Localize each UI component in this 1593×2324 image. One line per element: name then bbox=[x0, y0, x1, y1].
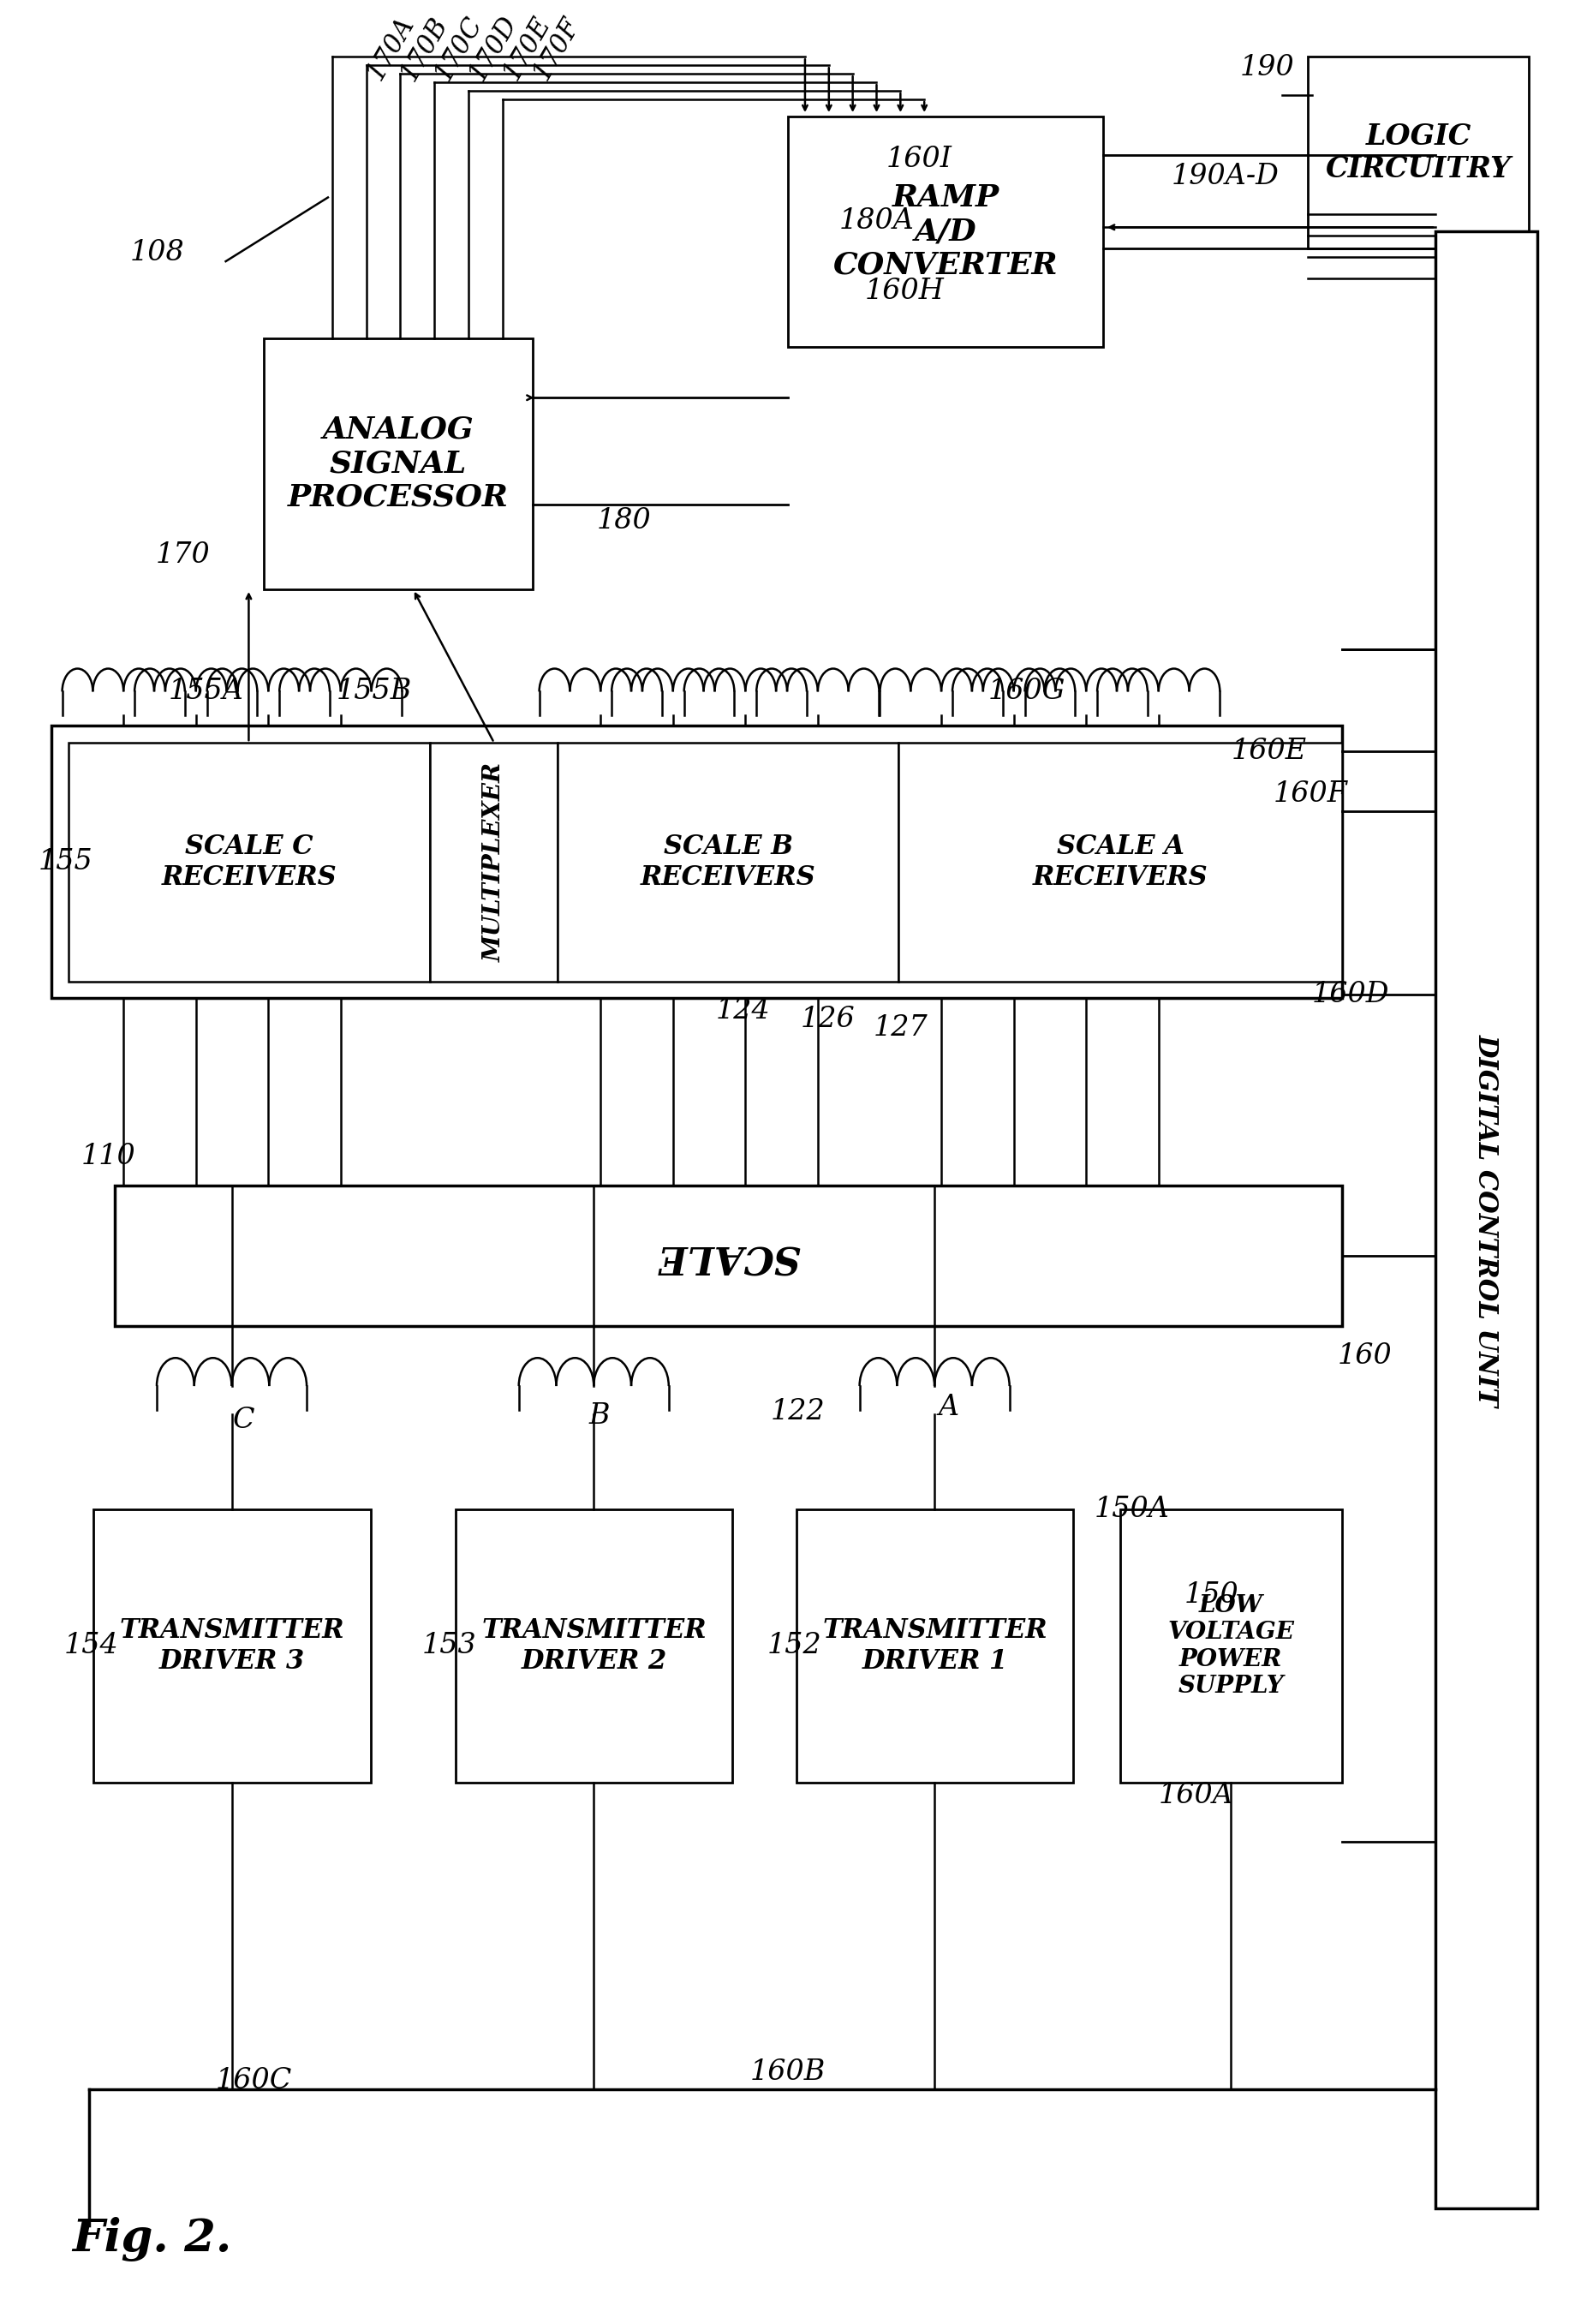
Text: 170F: 170F bbox=[529, 12, 585, 84]
Text: SCALE A
RECEIVERS: SCALE A RECEIVERS bbox=[1032, 834, 1207, 890]
Text: LOW
VOLTAGE
POWER
SUPPLY: LOW VOLTAGE POWER SUPPLY bbox=[1168, 1594, 1294, 1697]
Text: 154: 154 bbox=[64, 1631, 118, 1659]
Text: SCALE C
RECEIVERS: SCALE C RECEIVERS bbox=[161, 834, 336, 890]
Text: 122: 122 bbox=[771, 1399, 825, 1425]
Text: 170C: 170C bbox=[430, 12, 487, 86]
Text: 160C: 160C bbox=[215, 2066, 292, 2094]
Bar bbox=[558, 744, 898, 981]
Text: TRANSMITTER
DRIVER 1: TRANSMITTER DRIVER 1 bbox=[822, 1618, 1047, 1676]
Text: 150A: 150A bbox=[1094, 1497, 1169, 1522]
Bar bbox=[1435, 232, 1537, 2208]
Text: ANALOG
SIGNAL
PROCESSOR: ANALOG SIGNAL PROCESSOR bbox=[288, 416, 508, 511]
Text: 170A: 170A bbox=[362, 12, 419, 84]
Text: LOGIC
CIRCUITRY: LOGIC CIRCUITRY bbox=[1325, 123, 1512, 184]
Text: TRANSMITTER
DRIVER 3: TRANSMITTER DRIVER 3 bbox=[119, 1618, 344, 1676]
Text: 160F: 160F bbox=[1273, 781, 1348, 806]
Text: 155B: 155B bbox=[336, 679, 413, 706]
Text: 155: 155 bbox=[38, 848, 92, 876]
Text: 160G: 160G bbox=[988, 679, 1066, 706]
Text: 160: 160 bbox=[1338, 1343, 1392, 1369]
Text: TRANSMITTER
DRIVER 2: TRANSMITTER DRIVER 2 bbox=[481, 1618, 707, 1676]
Text: 170E: 170E bbox=[499, 12, 556, 84]
Text: 180: 180 bbox=[596, 507, 652, 535]
Bar bbox=[789, 116, 1104, 346]
Text: 170D: 170D bbox=[464, 12, 523, 86]
Bar bbox=[51, 725, 1341, 999]
Text: DIGITAL CONTROL UNIT: DIGITAL CONTROL UNIT bbox=[1474, 1034, 1501, 1406]
Text: 124: 124 bbox=[715, 997, 769, 1025]
Text: 160D: 160D bbox=[1313, 981, 1389, 1009]
Bar bbox=[898, 744, 1341, 981]
Bar bbox=[68, 744, 430, 981]
Text: 170B: 170B bbox=[397, 12, 454, 84]
Text: 150: 150 bbox=[1184, 1580, 1239, 1608]
Text: 190A-D: 190A-D bbox=[1171, 163, 1279, 191]
Bar bbox=[430, 744, 558, 981]
Bar bbox=[1308, 56, 1529, 249]
Bar bbox=[94, 1511, 371, 1783]
Text: B: B bbox=[589, 1401, 610, 1429]
Text: 170: 170 bbox=[156, 541, 210, 569]
Text: 160I: 160I bbox=[886, 146, 951, 172]
Bar bbox=[115, 1185, 1341, 1327]
Text: A: A bbox=[938, 1394, 959, 1420]
Bar bbox=[264, 337, 532, 590]
Text: Fig. 2.: Fig. 2. bbox=[72, 2217, 233, 2261]
Text: SCALE B
RECEIVERS: SCALE B RECEIVERS bbox=[640, 834, 816, 890]
Text: 126: 126 bbox=[801, 1006, 855, 1034]
Text: 155A: 155A bbox=[169, 679, 244, 706]
Text: RAMP
A/D
CONVERTER: RAMP A/D CONVERTER bbox=[833, 184, 1058, 279]
Bar bbox=[456, 1511, 733, 1783]
Text: 160H: 160H bbox=[865, 277, 945, 304]
Bar bbox=[1120, 1511, 1341, 1783]
Text: 108: 108 bbox=[131, 239, 185, 267]
Text: 153: 153 bbox=[422, 1631, 476, 1659]
Text: 180A: 180A bbox=[840, 207, 914, 235]
Text: 160B: 160B bbox=[750, 2059, 825, 2085]
Text: MULTIPLEXER: MULTIPLEXER bbox=[483, 762, 505, 962]
Text: 190: 190 bbox=[1239, 53, 1294, 81]
Text: 127: 127 bbox=[873, 1016, 927, 1041]
Text: SCALE: SCALE bbox=[656, 1239, 800, 1274]
Text: 160E: 160E bbox=[1231, 737, 1306, 765]
Text: 152: 152 bbox=[766, 1631, 822, 1659]
Bar bbox=[796, 1511, 1074, 1783]
Text: 110: 110 bbox=[81, 1143, 135, 1169]
Text: C: C bbox=[233, 1406, 255, 1434]
Text: 160A: 160A bbox=[1158, 1780, 1235, 1808]
